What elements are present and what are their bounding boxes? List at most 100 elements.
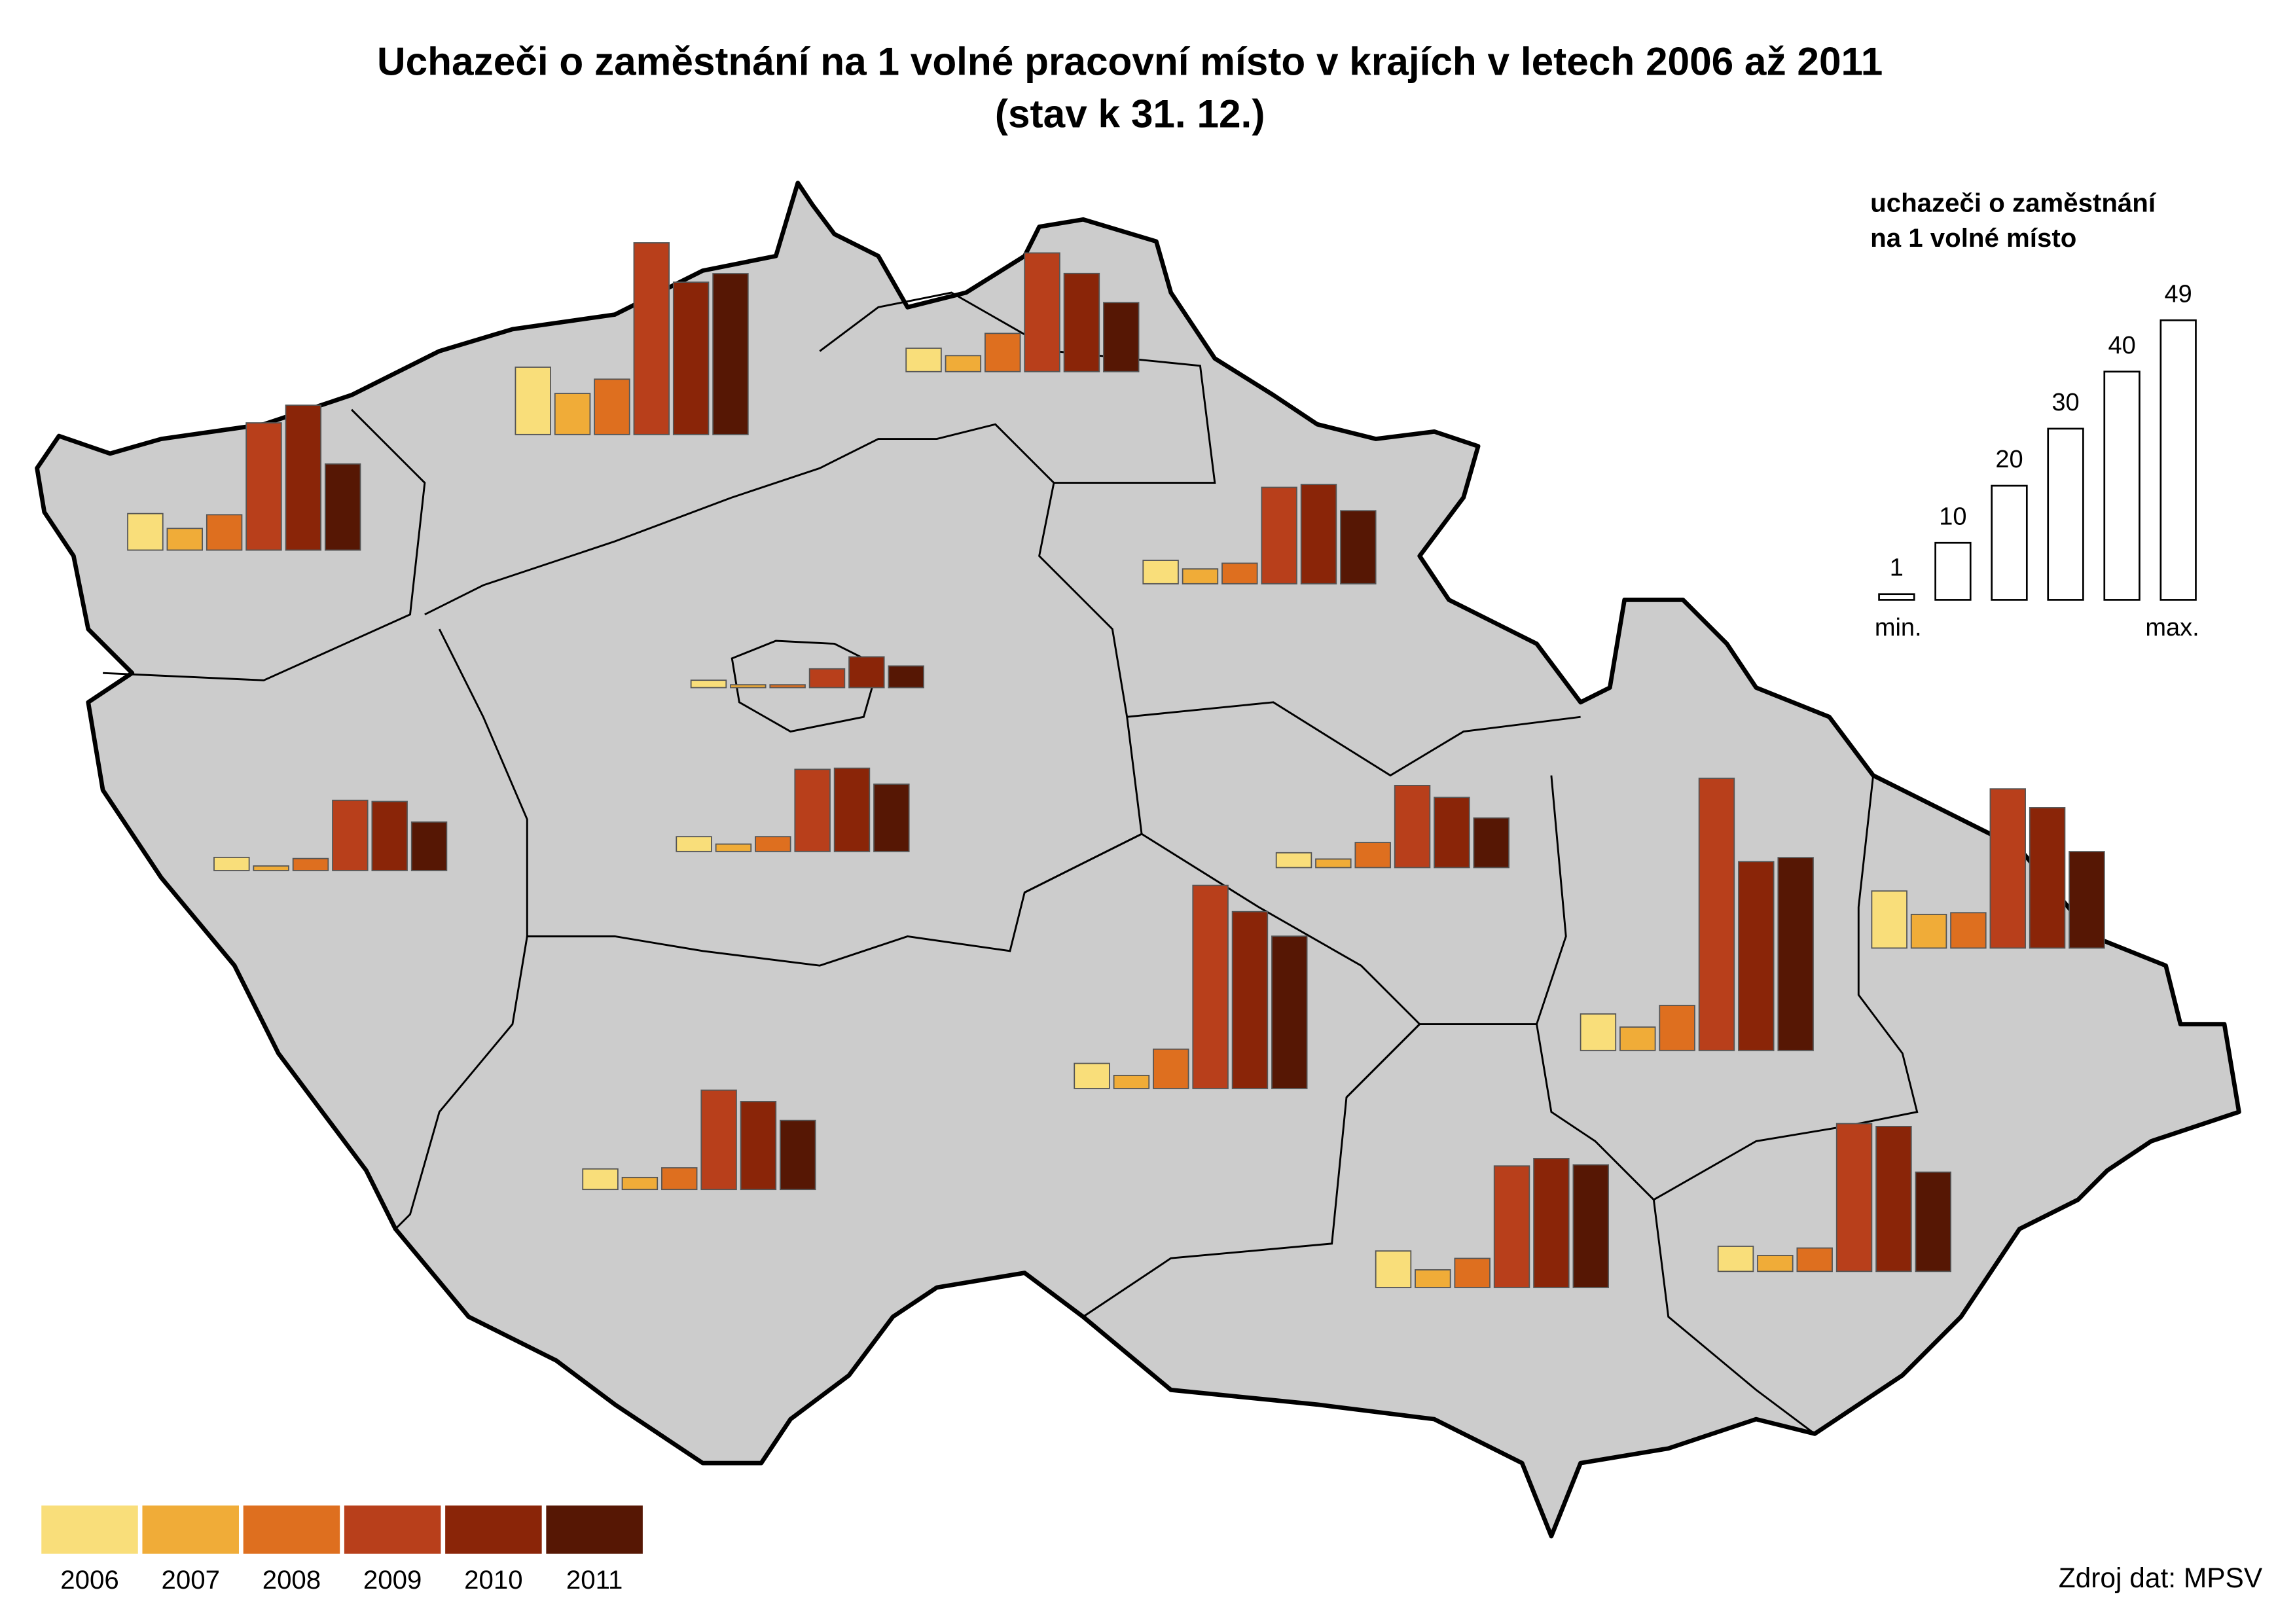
bar <box>633 242 670 435</box>
bar <box>833 767 871 852</box>
bar <box>206 514 243 551</box>
bar <box>292 857 329 871</box>
size-legend-title: na 1 volné místo <box>1870 223 2076 253</box>
source: Zdroj dat: MPSV <box>2059 1562 2263 1593</box>
bar <box>410 821 448 871</box>
bar <box>1434 797 1470 869</box>
bar <box>166 528 203 551</box>
bar <box>1394 785 1431 869</box>
size-legend-max: max. <box>2145 614 2199 641</box>
legend-label: 2008 <box>262 1565 321 1595</box>
bar <box>1103 302 1140 372</box>
legend-swatch <box>546 1505 643 1554</box>
bar <box>905 348 942 372</box>
bar <box>873 784 910 852</box>
bar <box>1275 852 1312 869</box>
bar <box>1619 1026 1656 1051</box>
size-legend-title: uchazeči o zaměstnání <box>1870 189 2157 218</box>
region-borders <box>103 291 1919 1435</box>
bar <box>676 836 712 852</box>
legend-swatch <box>41 1505 138 1554</box>
size-legend-value: 30 <box>2051 389 2079 416</box>
bar <box>1074 1062 1110 1089</box>
bar <box>1024 252 1060 372</box>
legend-swatch <box>445 1505 542 1554</box>
size-legend-value: 20 <box>1995 446 2023 473</box>
legend-label: 2010 <box>464 1565 522 1595</box>
bar <box>1871 890 1907 949</box>
bar <box>945 355 982 372</box>
legend-swatch <box>243 1505 340 1554</box>
bar <box>808 668 846 689</box>
bar <box>1063 272 1100 372</box>
bar <box>1533 1158 1570 1288</box>
bar <box>2029 807 2066 949</box>
bar <box>888 665 924 689</box>
bar <box>848 656 885 689</box>
bar <box>1717 1246 1754 1272</box>
bar <box>1261 486 1297 585</box>
bar <box>700 1089 737 1191</box>
bar <box>672 281 710 435</box>
bar <box>1271 935 1308 1089</box>
size-legend-bar <box>1934 541 1972 601</box>
bar <box>1375 1250 1412 1288</box>
size-legend-bar <box>1878 593 1915 601</box>
bar <box>730 684 767 689</box>
bar <box>1796 1247 1833 1272</box>
size-legend-min: min. <box>1875 614 1922 641</box>
bar <box>621 1176 659 1191</box>
bar <box>1354 842 1391 869</box>
bar <box>1757 1255 1794 1272</box>
bar <box>661 1167 698 1191</box>
bar <box>1142 560 1179 585</box>
bar <box>1221 562 1258 585</box>
bar <box>755 836 791 852</box>
bar <box>1910 914 1947 949</box>
bar <box>1580 1013 1617 1051</box>
bar <box>515 367 551 435</box>
bar <box>769 684 806 689</box>
bar <box>1950 912 1987 949</box>
bar <box>1875 1126 1912 1272</box>
chart-title: Uchazeči o zaměstnání na 1 volné pracovn… <box>377 39 1883 83</box>
bar <box>1182 568 1219 585</box>
bar <box>1493 1165 1530 1288</box>
bar <box>715 843 752 852</box>
bar <box>1415 1269 1451 1288</box>
legend-label: 2007 <box>161 1565 219 1595</box>
size-legend-value: 49 <box>2165 280 2192 308</box>
bar <box>985 333 1021 372</box>
bar <box>324 463 361 551</box>
bar <box>794 768 831 852</box>
bar <box>371 801 408 871</box>
bar <box>213 856 250 871</box>
bar <box>1989 788 2026 949</box>
bar <box>332 799 369 871</box>
bar <box>582 1168 619 1191</box>
bar <box>1738 861 1775 1051</box>
size-legend-value: 10 <box>1939 503 1966 530</box>
bar <box>554 393 591 435</box>
legend-label: 2009 <box>363 1565 422 1595</box>
bar <box>740 1101 777 1191</box>
size-legend-bar <box>2103 370 2141 601</box>
legend-swatch <box>142 1505 239 1554</box>
size-legend-value: 1 <box>1890 554 1904 582</box>
bar <box>285 405 322 551</box>
bar <box>2069 851 2105 949</box>
legend-swatch <box>344 1505 441 1554</box>
bar <box>1300 484 1337 585</box>
chart-subtitle: (stav k 31. 12.) <box>995 92 1265 136</box>
bar <box>690 679 727 689</box>
bar <box>1777 857 1814 1051</box>
bar <box>1192 884 1229 1089</box>
bar <box>1473 817 1509 869</box>
bar <box>245 422 282 551</box>
legend-label: 2006 <box>60 1565 118 1595</box>
country-outline <box>35 181 2241 1539</box>
size-legend-bar <box>2047 427 2084 601</box>
bar <box>1915 1171 1951 1272</box>
